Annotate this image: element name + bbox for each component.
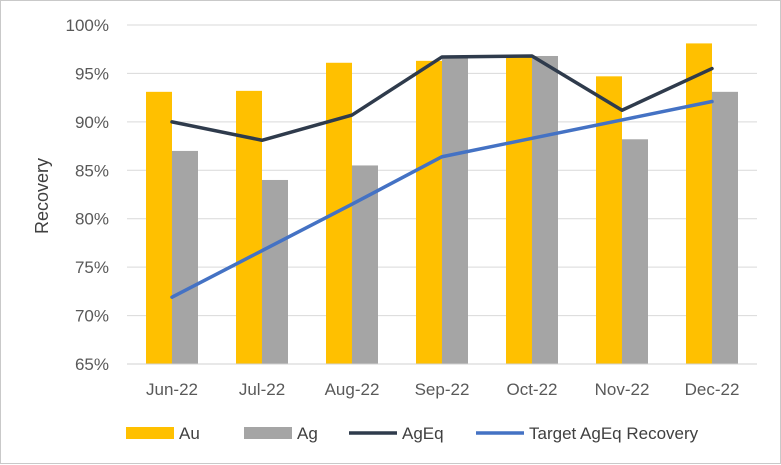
- bar-au: [146, 91, 172, 365]
- bar-ag: [712, 91, 738, 365]
- y-tick-label: 75%: [75, 258, 109, 277]
- bar-au: [506, 55, 532, 364]
- y-tick-label: 80%: [75, 210, 109, 229]
- y-tick-label: 85%: [75, 161, 109, 180]
- legend-label-ag: Ag: [297, 424, 318, 443]
- legend: Au Ag AgEq Target AgEq Recovery: [126, 424, 699, 443]
- x-tick-label: Nov-22: [595, 380, 650, 399]
- bar-ag: [352, 165, 378, 364]
- bar-ag: [622, 139, 648, 364]
- x-axis-ticks: Jun-22 Jul-22 Aug-22 Sep-22 Oct-22 Nov-22 Dec-…: [146, 380, 739, 399]
- y-tick-label: 65%: [75, 355, 109, 374]
- x-tick-label: Dec-22: [685, 380, 740, 399]
- legend-swatch-au: [126, 427, 174, 439]
- line-ageq: [170, 54, 714, 143]
- bar-au: [416, 60, 442, 364]
- legend-label-au: Au: [179, 424, 200, 443]
- y-tick-label: 70%: [75, 307, 109, 326]
- x-tick-label: Sep-22: [415, 380, 470, 399]
- legend-label-target-ageq-recovery: Target AgEq Recovery: [529, 424, 699, 443]
- y-axis-title: Recovery: [32, 158, 52, 234]
- bar-ag: [262, 179, 288, 364]
- y-tick-label: 90%: [75, 113, 109, 132]
- legend-swatch-ag: [244, 427, 292, 439]
- x-tick-label: Aug-22: [325, 380, 380, 399]
- line-target-ageq-recovery: [170, 99, 714, 299]
- bar-ag: [172, 150, 198, 364]
- bar-au: [326, 62, 352, 364]
- y-tick-label: 95%: [75, 64, 109, 83]
- bar-ag: [532, 55, 558, 364]
- y-axis-ticks: 65% 70% 75% 80% 85% 90% 95% 100%: [66, 16, 109, 374]
- x-tick-label: Jul-22: [239, 380, 285, 399]
- bar-au: [686, 43, 712, 364]
- bar-ag: [442, 57, 468, 364]
- bar-au: [236, 90, 262, 364]
- x-tick-label: Oct-22: [506, 380, 557, 399]
- y-tick-label: 100%: [66, 16, 109, 35]
- legend-label-ageq: AgEq: [402, 424, 444, 443]
- series-lines: [170, 54, 714, 299]
- x-tick-label: Jun-22: [146, 380, 198, 399]
